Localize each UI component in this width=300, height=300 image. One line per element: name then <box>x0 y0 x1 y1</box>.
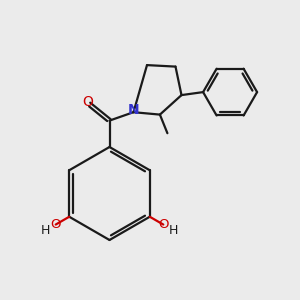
Text: O: O <box>50 218 61 231</box>
Text: N: N <box>128 103 139 117</box>
Text: O: O <box>158 218 169 231</box>
Text: H: H <box>41 224 50 237</box>
Text: O: O <box>82 95 93 109</box>
Text: H: H <box>169 224 178 237</box>
